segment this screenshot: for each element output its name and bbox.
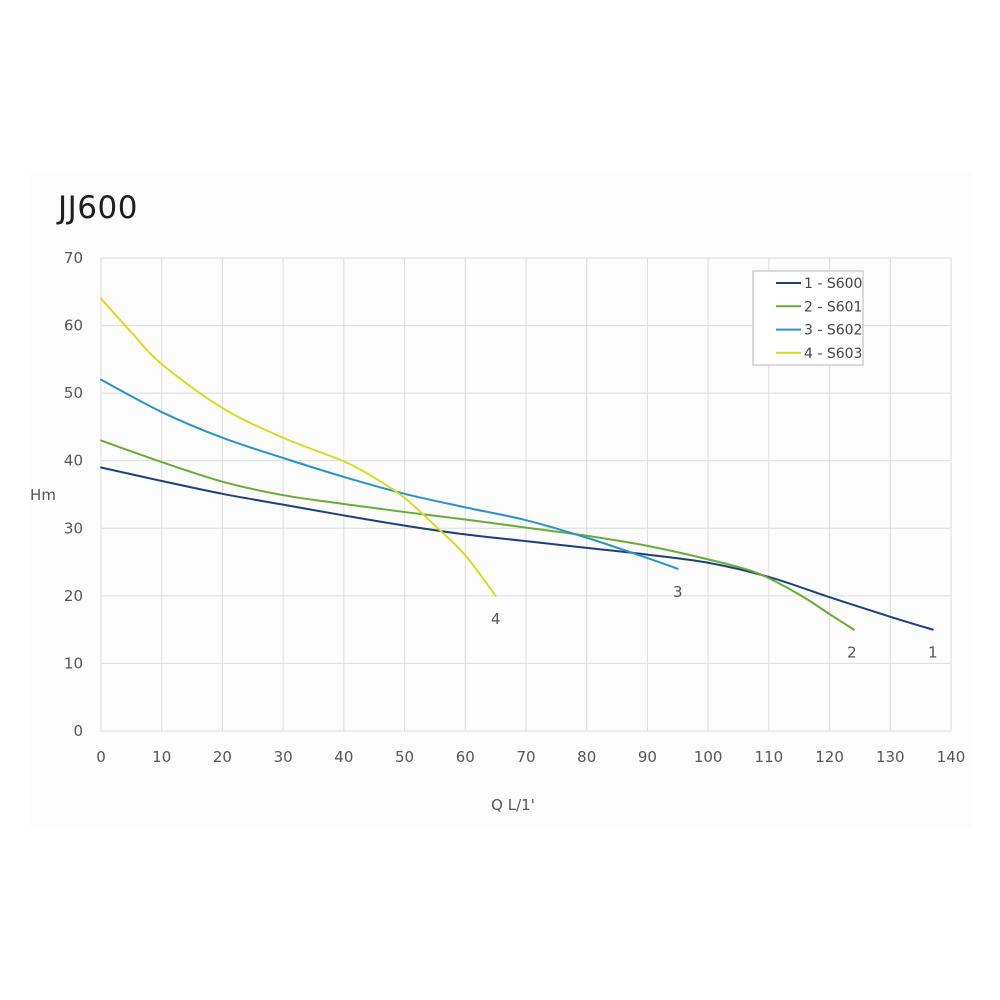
y-tick-label: 40	[64, 452, 83, 470]
x-tick-label: 20	[213, 748, 232, 766]
y-tick-label: 20	[64, 587, 83, 605]
x-tick-label: 70	[516, 748, 535, 766]
legend-items: 1 - S600 2 - S601 3 - S602 4 - S603	[776, 276, 862, 362]
y-tick-label: 60	[64, 317, 83, 335]
legend-label: 4 - S603	[804, 346, 862, 362]
x-tick-label: 40	[334, 748, 353, 766]
legend-box	[752, 270, 864, 366]
y-tick-label: 0	[73, 722, 83, 740]
x-tick-labels: 0 10 20 30 40 50 60 70 80 90 100 110 120 130 140	[96, 748, 965, 766]
x-tick-label: 80	[577, 748, 596, 766]
x-tick-label: 10	[152, 748, 171, 766]
legend-label: 3 - S602	[804, 323, 862, 339]
series-end-label: 4	[491, 610, 501, 628]
x-tick-label: 140	[937, 748, 966, 766]
series-end-labels: 1 2 3 4	[491, 583, 938, 662]
series-line	[100, 297, 497, 597]
x-tick-label: 90	[638, 748, 657, 766]
legend: 1 - S600 2 - S601 3 - S602 4 - S603	[752, 270, 864, 366]
x-tick-label: 130	[876, 748, 905, 766]
series-end-label: 2	[847, 644, 857, 662]
x-tick-label: 30	[274, 748, 293, 766]
y-tick-labels: 0 10 20 30 40 50 60 70	[64, 249, 83, 740]
series-end-label: 1	[928, 644, 938, 662]
series-lines	[100, 297, 934, 631]
series-line	[100, 378, 679, 570]
legend-label: 2 - S601	[804, 299, 862, 315]
y-axis-label: Hm	[30, 486, 56, 504]
x-tick-label: 120	[815, 748, 844, 766]
x-tick-label: 110	[755, 748, 784, 766]
series-end-label: 3	[673, 583, 683, 601]
x-tick-label: 0	[96, 748, 106, 766]
y-tick-label: 30	[64, 519, 83, 537]
y-tick-label: 50	[64, 384, 83, 402]
chart-title: JJ600	[58, 190, 138, 226]
series-line	[100, 466, 934, 631]
x-tick-label: 60	[456, 748, 475, 766]
series-line	[100, 439, 855, 631]
y-tick-label: 70	[64, 249, 83, 267]
x-tick-label: 50	[395, 748, 414, 766]
x-tick-label: 100	[694, 748, 723, 766]
legend-label: 1 - S600	[804, 276, 862, 292]
y-tick-label: 10	[64, 654, 83, 672]
x-axis-label: Q L/1'	[491, 796, 535, 814]
